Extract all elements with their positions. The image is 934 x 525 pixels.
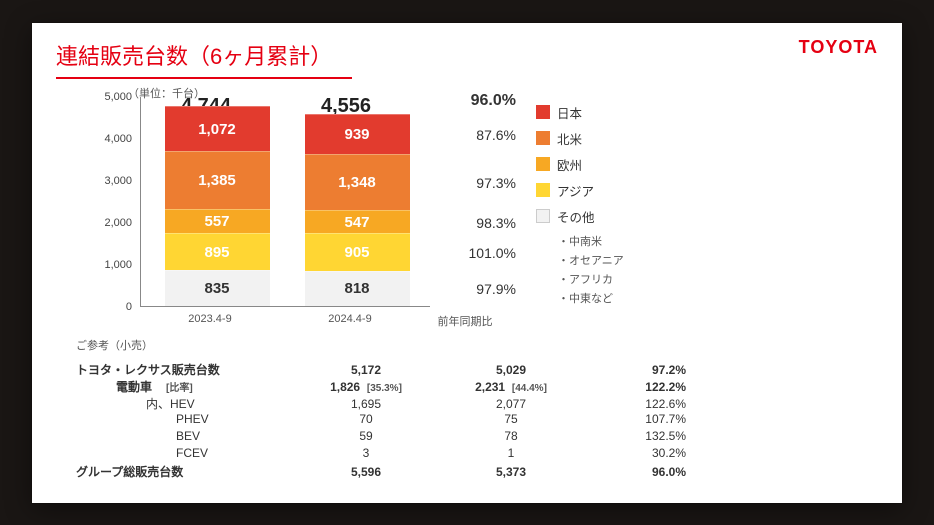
- slide: TOYOTA 連結販売台数（6ヶ月累計） （単位：千台） 01,0002,000…: [32, 23, 902, 503]
- chart-area: 01,0002,0003,0004,0005,000 4,74483589555…: [56, 97, 520, 309]
- row-ratio: 96.0%: [586, 465, 686, 479]
- table-row: FCEV3130.2%: [56, 446, 878, 463]
- row-label: BEV: [56, 429, 296, 443]
- row-v1: 1,826 [35.3%]: [296, 380, 436, 394]
- bar-segment-other: 818: [305, 271, 410, 305]
- table-row: トヨタ・レクサス販売台数5,1725,02997.2%: [56, 361, 878, 378]
- y-axis: 01,0002,0003,0004,0005,000: [66, 97, 140, 307]
- y-tick: 4,000: [104, 133, 132, 145]
- legend-label: 北米: [557, 129, 582, 148]
- legend-swatch: [536, 183, 550, 197]
- y-tick: 3,000: [104, 175, 132, 187]
- legend-label: 欧州: [557, 155, 582, 174]
- row-label: トヨタ・レクサス販売台数: [56, 361, 296, 378]
- row-v2: 75: [436, 412, 586, 426]
- y-tick: 5,000: [104, 91, 132, 103]
- legend-sub-item: ・中南米: [558, 233, 624, 249]
- row-v1: 1,695: [296, 397, 436, 411]
- row-ratio: 122.6%: [586, 397, 686, 411]
- legend-swatch: [536, 157, 550, 171]
- row-v2: 2,077: [436, 397, 586, 411]
- legend-sub-item: ・オセアニア: [558, 252, 624, 268]
- reference-label: ご参考（小売）: [56, 337, 878, 353]
- bar-stack: 8189055471,348939: [305, 114, 410, 305]
- ratio-japan: 87.6%: [430, 127, 520, 143]
- legend-item-europe: 欧州: [536, 155, 624, 174]
- row-v2: 1: [436, 446, 586, 460]
- bar-segment-japan: 939: [305, 114, 410, 153]
- row-label: 電動車 [比率]: [56, 378, 296, 395]
- slide-title: 連結販売台数（6ヶ月累計）: [56, 39, 352, 79]
- legend-item-japan: 日本: [536, 103, 624, 122]
- row-ratio: 97.2%: [586, 363, 686, 377]
- row-label: 内、HEV: [56, 395, 296, 412]
- bar-segment-asia: 905: [305, 233, 410, 271]
- table-row: グループ総販売台数5,5965,37396.0%: [56, 463, 878, 480]
- x-axis-labels: 2023.4-92024.4-9前年同期比: [140, 309, 878, 329]
- row-v1: 3: [296, 446, 436, 460]
- row-ratio: 122.2%: [586, 380, 686, 394]
- table-row: PHEV7075107.7%: [56, 412, 878, 429]
- x-label: 2024.4-9: [280, 309, 420, 329]
- y-tick: 0: [126, 301, 132, 313]
- bar-segment-other: 835: [165, 270, 270, 305]
- row-v2: 2,231 [44.4%]: [436, 380, 586, 394]
- legend-swatch: [536, 105, 550, 119]
- bar-segment-japan: 1,072: [165, 106, 270, 151]
- row-v1: 70: [296, 412, 436, 426]
- row-v1: 5,172: [296, 363, 436, 377]
- row-v2: 78: [436, 429, 586, 443]
- legend-item-na: 北米: [536, 129, 624, 148]
- row-ratio: 107.7%: [586, 412, 686, 426]
- legend-item-other: その他: [536, 207, 624, 226]
- legend-swatch: [536, 131, 550, 145]
- y-tick: 2,000: [104, 217, 132, 229]
- row-label: FCEV: [56, 446, 296, 460]
- row-v1: 5,596: [296, 465, 436, 479]
- bar-segment-asia: 895: [165, 233, 270, 271]
- y-tick: 1,000: [104, 259, 132, 271]
- row-label: PHEV: [56, 412, 296, 426]
- legend-swatch: [536, 209, 550, 223]
- chart-row: 01,0002,0003,0004,0005,000 4,74483589555…: [56, 97, 878, 309]
- ratio-total: 96.0%: [430, 92, 520, 110]
- row-ratio: 30.2%: [586, 446, 686, 460]
- ratio-europe: 98.3%: [430, 215, 520, 231]
- row-v2: 5,373: [436, 465, 586, 479]
- toyota-logo: TOYOTA: [799, 37, 878, 58]
- row-v1: 59: [296, 429, 436, 443]
- bar-segment-na: 1,385: [165, 151, 270, 209]
- row-v2: 5,029: [436, 363, 586, 377]
- bar-segment-europe: 557: [165, 209, 270, 232]
- bar-stack: 8358955571,3851,072: [165, 106, 270, 305]
- ratio-na: 97.3%: [430, 175, 520, 191]
- ratio-column: 96.0%97.9%101.0%98.3%97.3%87.6%: [430, 97, 520, 307]
- plot-area: 4,7448358955571,3851,0724,5568189055471,…: [140, 97, 430, 307]
- legend: 日本北米欧州アジアその他・中南米・オセアニア・アフリカ・中東など: [520, 97, 624, 309]
- legend-sub-item: ・中東など: [558, 290, 624, 306]
- data-table: トヨタ・レクサス販売台数5,1725,02997.2%電動車 [比率]1,826…: [56, 361, 878, 480]
- legend-label: その他: [557, 207, 595, 226]
- legend-label: アジア: [557, 181, 594, 200]
- bar-segment-europe: 547: [305, 210, 410, 233]
- row-label: グループ総販売台数: [56, 463, 296, 480]
- ratio-header: 前年同期比: [420, 309, 510, 329]
- legend-item-asia: アジア: [536, 181, 624, 200]
- bar-segment-na: 1,348: [305, 154, 410, 211]
- legend-label: 日本: [557, 103, 582, 122]
- table-row: BEV5978132.5%: [56, 429, 878, 446]
- x-label: 2023.4-9: [140, 309, 280, 329]
- ratio-other: 97.9%: [430, 281, 520, 297]
- row-ratio: 132.5%: [586, 429, 686, 443]
- legend-sub-item: ・アフリカ: [558, 271, 624, 287]
- table-row: 内、HEV1,6952,077122.6%: [56, 395, 878, 412]
- ratio-asia: 101.0%: [430, 245, 520, 261]
- table-row: 電動車 [比率]1,826 [35.3%]2,231 [44.4%]122.2%: [56, 378, 878, 395]
